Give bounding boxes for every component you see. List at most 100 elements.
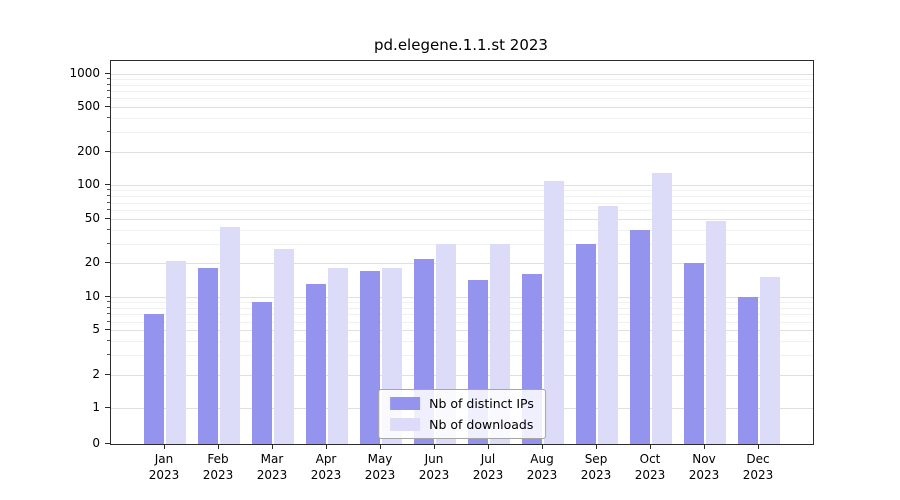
y-minor-tick [107,306,110,308]
y-tick-label: 200 [77,143,100,158]
major-gridline [111,218,813,220]
y-minor-tick [107,83,110,85]
y-minor-tick [107,228,110,230]
bar-downloads [760,277,780,444]
y-minor-tick [107,201,110,203]
x-tick-month: Jan [154,452,174,466]
legend-swatch [390,397,421,410]
x-tick-year: 2023 [202,467,234,482]
bar-downloads [220,227,240,444]
x-tick [704,444,705,449]
x-tick-label: Feb 2023 [189,452,247,483]
x-tick-year: 2023 [418,467,450,482]
y-minor-tick [107,89,110,91]
y-minor-tick [107,208,110,210]
plot-area: Nb of distinct IPs Nb of downloads [110,60,814,445]
bar-distinct-ips [738,296,758,444]
x-tick [758,444,759,449]
x-tick-year: 2023 [742,467,774,482]
y-minor-tick [107,313,110,315]
bar-downloads [652,172,672,444]
major-gridline [111,185,813,187]
bar-distinct-ips [360,271,380,444]
major-gridline [111,151,813,153]
bar-downloads [328,268,348,444]
x-tick-month: Jul [480,452,496,466]
bar-downloads [598,206,618,444]
minor-gridline [111,307,813,309]
chart-title: pd.elegene.1.1.st 2023 [374,36,548,54]
y-tick [105,106,110,108]
x-tick-month: May [367,452,393,466]
y-minor-tick [107,320,110,322]
legend-swatch [390,418,421,431]
x-tick-label: Aug 2023 [513,452,571,483]
x-tick [380,444,381,449]
x-tick-year: 2023 [310,467,342,482]
x-tick-year: 2023 [634,467,666,482]
bar-downloads [166,260,186,444]
x-tick-label: May 2023 [351,452,409,483]
x-tick-year: 2023 [580,467,612,482]
bar-downloads [544,180,564,444]
y-tick [105,217,110,219]
x-tick-month: Dec [746,452,770,466]
x-tick [326,444,327,449]
x-tick-label: Mar 2023 [243,452,301,483]
y-minor-tick [107,77,110,79]
y-tick-label: 1 [92,400,100,415]
x-tick-label: Jul 2023 [459,452,517,483]
y-minor-tick [107,340,110,342]
y-minor-tick [107,131,110,133]
y-tick [105,150,110,152]
x-tick [218,444,219,449]
minor-gridline [111,229,813,231]
y-minor-tick [107,117,110,119]
x-tick-month: Mar [260,452,284,466]
major-gridline [111,73,813,75]
bar-downloads [706,220,726,444]
minor-gridline [111,243,813,245]
minor-gridline [111,355,813,357]
x-tick-month: Jun [424,452,444,466]
x-tick-month: Feb [207,452,229,466]
x-tick [596,444,597,449]
x-tick-year: 2023 [526,467,558,482]
y-minor-tick [107,354,110,356]
x-tick [164,444,165,449]
minor-gridline [111,202,813,204]
y-tick [105,184,110,186]
minor-gridline [111,301,813,303]
y-minor-tick [107,242,110,244]
x-tick-year: 2023 [148,467,180,482]
y-tick [105,295,110,297]
minor-gridline [111,132,813,134]
minor-gridline [111,98,813,100]
x-tick-month: Nov [692,452,716,466]
y-tick [105,329,110,331]
x-tick-label: Sep 2023 [567,452,625,483]
y-tick-label: 10 [84,288,100,303]
legend: Nb of distinct IPs Nb of downloads [378,389,546,439]
y-minor-tick [107,97,110,99]
bar-distinct-ips [144,314,164,444]
x-tick [650,444,651,449]
y-tick-label: 2 [92,366,100,381]
minor-gridline [111,78,813,80]
bars-layer [111,61,813,444]
legend-entry: Nb of distinct IPs [390,396,534,411]
major-gridline [111,374,813,376]
y-minor-tick [107,300,110,302]
y-tick [105,262,110,264]
y-minor-tick [107,189,110,191]
bar-distinct-ips [684,263,704,444]
y-tick [105,443,110,444]
minor-gridline [111,84,813,86]
bar-distinct-ips [198,268,218,444]
bar-distinct-ips [630,229,650,444]
x-tick-month: Apr [315,452,337,466]
major-gridline [111,107,813,109]
y-tick-label: 100 [77,177,100,192]
x-tick [434,444,435,449]
